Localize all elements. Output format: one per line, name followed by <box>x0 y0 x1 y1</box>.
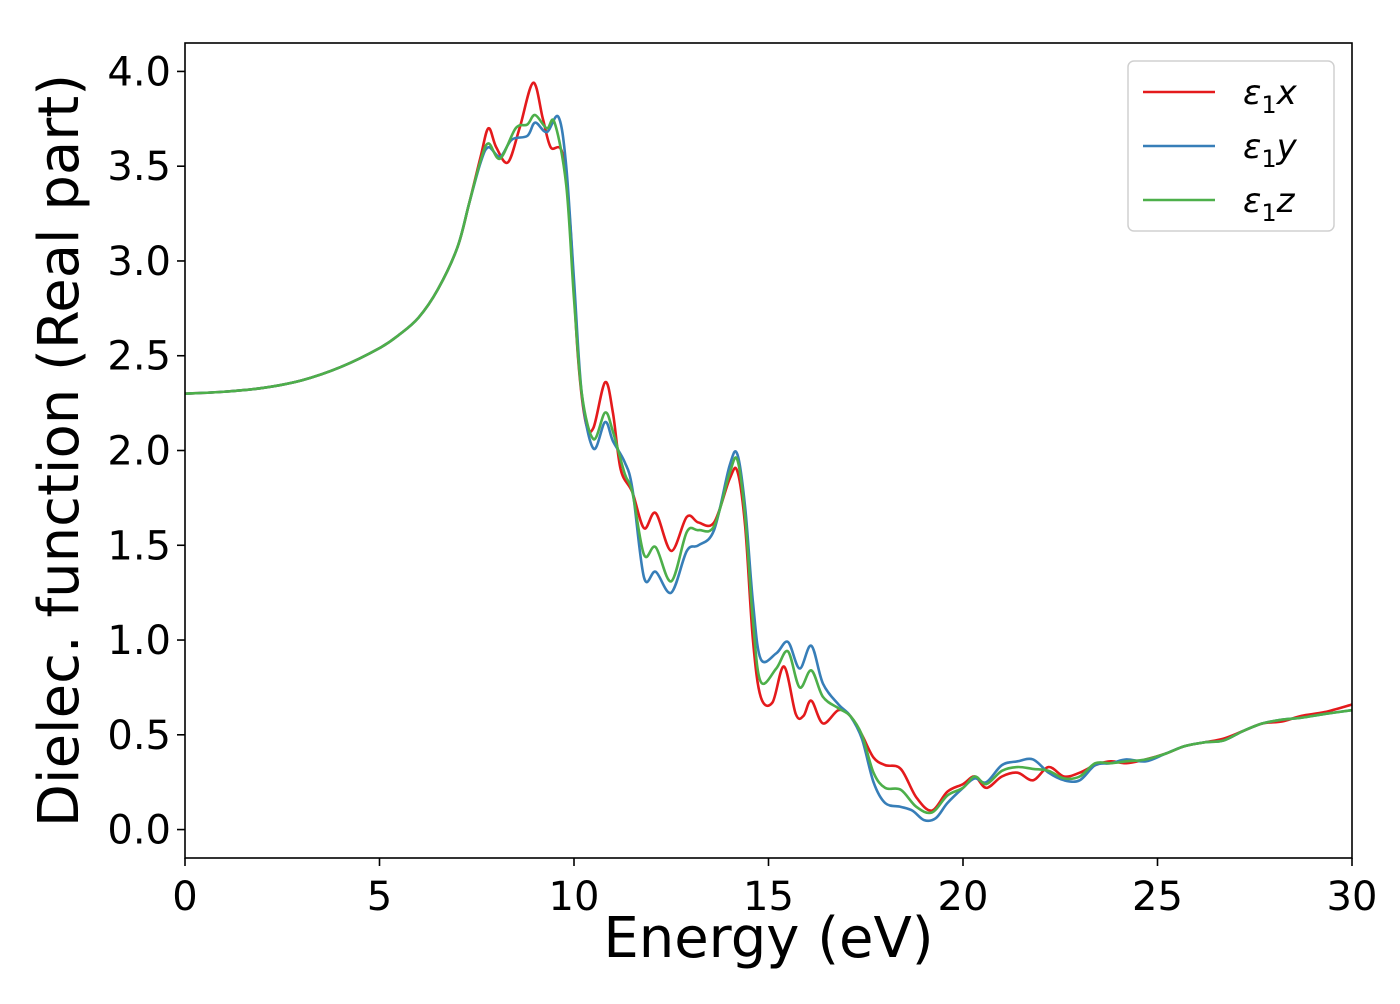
legend-label-subscript: 1 <box>1261 91 1276 119</box>
legend-box <box>1127 60 1335 232</box>
y-tick-label: 2.5 <box>107 334 171 380</box>
y-tick-label: 3.5 <box>107 144 171 190</box>
series-layer <box>185 81 1352 823</box>
y-axis: 0.0 0.5 1.0 1.5 2.0 2.5 3.0 3.5 4.0 <box>107 49 185 854</box>
y-axis-label: Dielec. function (Real part) <box>27 74 92 827</box>
y-tick-label: 2.0 <box>107 429 171 475</box>
legend-label: ε1y <box>1243 127 1298 173</box>
y-tick-label: 0.5 <box>107 713 171 759</box>
y-tick-label: 0.0 <box>107 808 171 854</box>
legend-label-variable: y <box>1276 127 1298 167</box>
x-axis-label: Energy (eV) <box>603 906 933 971</box>
legend-item-x: ε1x <box>1143 73 1298 119</box>
legend-label-symbol: ε <box>1243 181 1261 221</box>
legend-label: ε1x <box>1243 73 1298 119</box>
x-tick-label: 5 <box>367 874 392 920</box>
legend-item-z: ε1z <box>1143 181 1296 227</box>
legend-label-subscript: 1 <box>1261 145 1276 173</box>
legend-label-variable: x <box>1276 73 1298 113</box>
x-tick-label: 10 <box>549 874 600 920</box>
y-tick-label: 1.5 <box>107 523 171 569</box>
y-tick-label: 3.0 <box>107 239 171 285</box>
legend-label-symbol: ε <box>1243 127 1261 167</box>
x-axis: 0 5 10 15 20 25 30 <box>172 858 1377 920</box>
series-line-z <box>185 113 1352 815</box>
y-tick-label: 1.0 <box>107 618 171 664</box>
x-tick-label: 30 <box>1327 874 1378 920</box>
legend-label-subscript: 1 <box>1261 199 1276 227</box>
legend-label-symbol: ε <box>1243 73 1261 113</box>
x-tick-label: 15 <box>743 874 794 920</box>
legend-item-y: ε1y <box>1143 127 1298 173</box>
legend-label-variable: z <box>1276 181 1296 221</box>
legend-label: ε1z <box>1243 181 1296 227</box>
x-tick-label: 20 <box>938 874 989 920</box>
x-tick-label: 0 <box>172 874 197 920</box>
y-tick-label: 4.0 <box>107 49 171 95</box>
x-tick-label: 25 <box>1132 874 1183 920</box>
